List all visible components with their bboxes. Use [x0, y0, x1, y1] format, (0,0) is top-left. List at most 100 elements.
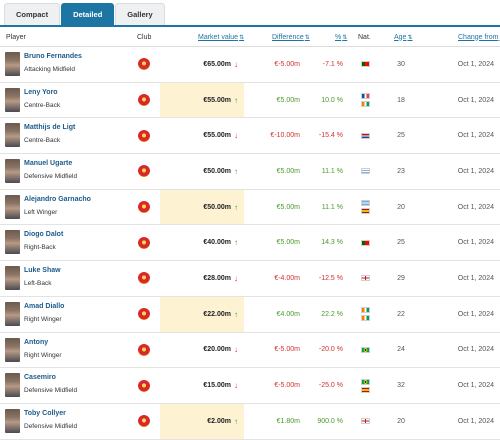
age-value: 20: [397, 417, 405, 425]
nationality-flags: [360, 225, 370, 260]
manchester-united-crest-icon[interactable]: [138, 236, 150, 249]
player-position: Left Winger: [24, 208, 58, 216]
player-name-link[interactable]: Bruno Fernandes: [24, 53, 82, 60]
player-photo[interactable]: [5, 373, 20, 398]
col-age[interactable]: Age ⇅: [394, 33, 413, 41]
manchester-united-crest-icon[interactable]: [138, 94, 150, 107]
flag-ivory-coast-icon: [360, 307, 370, 314]
flag-uruguay-icon: [360, 168, 370, 175]
club-cell: [134, 47, 154, 82]
tab-compact[interactable]: Compact: [4, 3, 61, 25]
player-position: Centre-Back: [24, 137, 61, 145]
difference-value: €1.80m: [276, 417, 300, 425]
col-nationality: Nat.: [358, 33, 371, 41]
player-photo[interactable]: [5, 301, 20, 326]
manchester-united-crest-icon[interactable]: [138, 343, 150, 356]
manchester-united-crest-icon[interactable]: [138, 165, 150, 178]
player-name-link[interactable]: Alejandro Garnacho: [24, 195, 91, 203]
market-value: €2.00m: [207, 417, 231, 425]
market-value: €50.00m: [203, 203, 231, 211]
market-value-cell: €65.00m ↓: [160, 47, 244, 82]
market-value: €55.00m: [203, 96, 231, 104]
market-value-cell: €20.00m ↓: [160, 333, 244, 368]
percent-value: -25.0 %: [318, 382, 343, 390]
club-cell: [134, 261, 154, 296]
market-value: €55.00m: [203, 132, 231, 140]
player-photo[interactable]: [5, 123, 20, 148]
col-percent[interactable]: % ⇅: [335, 33, 348, 41]
col-market-value[interactable]: Market value ⇅: [198, 33, 245, 41]
player-photo[interactable]: [5, 230, 20, 255]
manchester-united-crest-icon[interactable]: [138, 308, 150, 321]
difference-value: €-5.00m: [274, 346, 300, 354]
sort-arrows-icon: ⇅: [407, 34, 413, 41]
sort-arrows-icon: ⇅: [304, 34, 310, 41]
change-from-date: Oct 1, 2024: [457, 60, 494, 68]
market-value-cell: €22.00m ↑: [160, 296, 244, 332]
flag-ivory-coast-icon: [360, 315, 370, 322]
change-from-date: Oct 1, 2024: [457, 274, 494, 282]
manchester-united-crest-icon[interactable]: [138, 379, 150, 392]
table-row: Toby Collyer Defensive Midfield €2.00m ↑…: [0, 403, 500, 440]
trend-down-arrow-icon: ↓: [234, 381, 238, 391]
trend-up-arrow-icon: ↑: [234, 202, 238, 212]
player-name-link[interactable]: Toby Collyer: [24, 409, 66, 417]
player-photo[interactable]: [5, 337, 20, 362]
player-name-link[interactable]: Amad Diallo: [24, 302, 65, 310]
player-name-link[interactable]: Casemiro: [24, 374, 56, 382]
player-name-link[interactable]: Diogo Dalot: [24, 231, 64, 239]
player-photo[interactable]: [5, 52, 20, 76]
trend-down-arrow-icon: ↓: [234, 131, 238, 141]
player-position: Right-Back: [24, 244, 56, 252]
flag-portugal-icon: [360, 61, 370, 68]
manchester-united-crest-icon[interactable]: [138, 129, 150, 142]
flag-spain-icon: [360, 386, 370, 393]
player-photo[interactable]: [5, 266, 20, 291]
player-photo[interactable]: [5, 159, 20, 184]
player-name-link[interactable]: Matthijs de Ligt: [24, 124, 76, 132]
age-value: 18: [397, 96, 405, 104]
player-name-link[interactable]: Manuel Ugarte: [24, 160, 73, 168]
player-position: Attacking Midfield: [24, 66, 75, 73]
percent-value: 900.0 %: [317, 417, 343, 425]
player-name-link[interactable]: Leny Yoro: [24, 88, 58, 96]
market-value-cell: €2.00m ↑: [160, 403, 244, 439]
tab-gallery[interactable]: Gallery: [115, 3, 165, 25]
table-row: Diogo Dalot Right-Back €40.00m ↑ €5.00m …: [0, 225, 500, 262]
manchester-united-crest-icon[interactable]: [138, 201, 150, 214]
manchester-united-crest-icon[interactable]: [138, 272, 150, 285]
nationality-flags: [360, 47, 370, 82]
trend-up-arrow-icon: ↑: [234, 416, 238, 426]
club-cell: [134, 333, 154, 368]
table-row: Casemiro Defensive Midfield €15.00m ↓ €-…: [0, 368, 500, 404]
player-name-link[interactable]: Antony: [24, 338, 49, 346]
trend-down-arrow-icon: ↓: [234, 59, 238, 69]
flag-england-icon: [360, 418, 370, 425]
market-value-cell: €15.00m ↓: [160, 368, 244, 403]
player-photo[interactable]: [5, 408, 20, 433]
age-value: 25: [397, 132, 405, 140]
player-name-link[interactable]: Luke Shaw: [24, 267, 61, 275]
club-cell: [134, 297, 154, 332]
change-from-date: Oct 1, 2024: [457, 239, 494, 247]
manchester-united-crest-icon[interactable]: [138, 58, 150, 71]
age-value: 25: [397, 239, 405, 247]
difference-value: €-4.00m: [274, 274, 300, 282]
player-position: Defensive Midfield: [24, 422, 78, 430]
col-difference[interactable]: Difference ⇅: [272, 33, 310, 41]
market-value: €22.00m: [203, 310, 231, 318]
difference-value: €-5.00m: [274, 382, 300, 390]
nationality-flags: [360, 333, 370, 368]
manchester-united-crest-icon[interactable]: [138, 415, 150, 428]
tab-detailed[interactable]: Detailed: [61, 3, 115, 25]
player-photo[interactable]: [5, 87, 20, 112]
player-position: Right Winger: [24, 351, 62, 359]
percent-value: 14.3 %: [321, 239, 343, 247]
trend-down-arrow-icon: ↓: [234, 345, 238, 355]
col-change-from[interactable]: Change from⇅: [458, 27, 500, 47]
player-photo[interactable]: [5, 194, 20, 219]
player-position: Defensive Midfield: [24, 173, 78, 181]
market-value-cell: €40.00m ↑: [160, 225, 244, 260]
trend-up-arrow-icon: ↑: [234, 238, 238, 248]
club-cell: [134, 118, 154, 153]
